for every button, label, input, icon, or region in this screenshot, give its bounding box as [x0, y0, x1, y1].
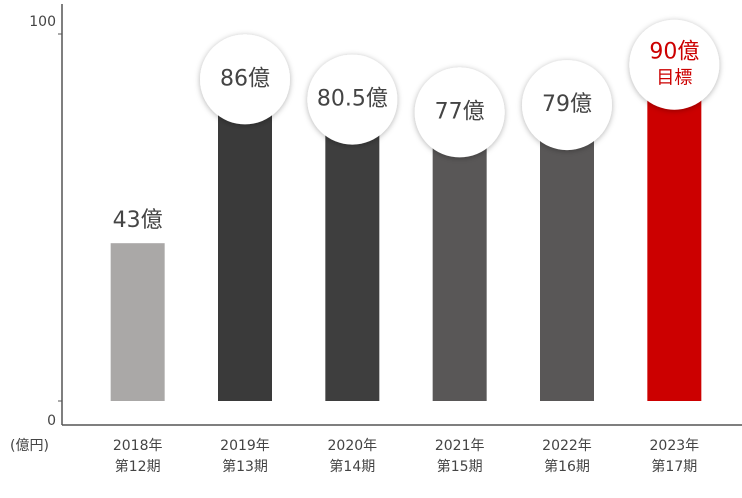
- x-tick-label: 2020年: [328, 438, 378, 454]
- value-label: 79億: [542, 92, 592, 117]
- x-tick-sublabel: 第16期: [544, 458, 590, 475]
- bar: [325, 105, 380, 401]
- y-tick-label: 100: [29, 14, 56, 30]
- x-tick-sublabel: 第15期: [437, 458, 483, 475]
- label-bubble: [414, 67, 505, 158]
- label-bubble: [307, 54, 398, 145]
- value-label: 77億: [435, 99, 485, 124]
- bar: [432, 118, 487, 401]
- unit-label: (億円): [10, 438, 49, 454]
- y-tick-label: 0: [47, 413, 56, 429]
- bar: [540, 111, 594, 401]
- bar: [110, 243, 165, 401]
- x-tick-sublabel: 第12期: [115, 458, 161, 475]
- value-label: 90億: [649, 40, 699, 65]
- label-bubble: [629, 19, 720, 110]
- x-tick-label: 2018年: [113, 438, 163, 454]
- x-tick-label: 2021年: [435, 438, 485, 454]
- x-tick-sublabel: 第13期: [222, 458, 268, 475]
- value-label: 80.5億: [317, 87, 388, 112]
- value-label: 86億: [220, 66, 270, 91]
- bar: [218, 85, 272, 401]
- label-bubble: [522, 60, 612, 151]
- target-annotation: 目標: [656, 68, 692, 89]
- bar: [647, 70, 702, 401]
- x-tick-sublabel: 第17期: [651, 458, 697, 475]
- x-tick-sublabel: 第14期: [329, 458, 375, 475]
- label-bubble: [200, 34, 290, 125]
- x-tick-label: 2019年: [220, 438, 270, 454]
- x-tick-label: 2022年: [542, 438, 592, 454]
- x-tick-label: 2023年: [650, 438, 700, 454]
- value-label: 43億: [113, 208, 163, 233]
